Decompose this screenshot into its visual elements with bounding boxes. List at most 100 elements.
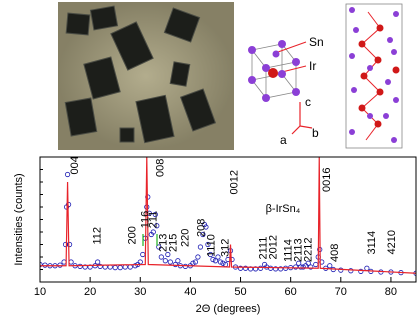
peak-label: 2113 (293, 238, 305, 262)
peak-label: 215 (167, 234, 179, 252)
data-point (237, 265, 244, 271)
data-point (364, 265, 370, 271)
data-point (165, 251, 171, 258)
data-point (319, 259, 325, 265)
data-point (207, 251, 214, 258)
data-point (167, 259, 173, 265)
calculated-line (40, 157, 416, 274)
data-point (140, 251, 146, 258)
data-point (77, 263, 83, 269)
data-point (327, 263, 333, 269)
crystal-photo (58, 2, 234, 150)
data-point (42, 262, 48, 268)
data-point (144, 204, 150, 210)
data-point (305, 260, 311, 266)
peak-label: 2111 (258, 237, 270, 260)
peak-label: 116 (139, 211, 151, 229)
compound-label: β-IrSn₄ (266, 203, 301, 215)
peak-label: 2212 (303, 238, 315, 262)
data-point (57, 262, 63, 268)
data-point (195, 254, 201, 260)
data-point (156, 244, 162, 250)
data-point (137, 259, 143, 265)
data-point (278, 266, 284, 272)
data-point (300, 264, 306, 270)
data-point (122, 264, 128, 270)
x-tick-label: 80 (385, 286, 397, 298)
data-point (40, 261, 43, 268)
x-tick-label: 50 (234, 286, 246, 298)
data-point (220, 260, 226, 266)
data-point (87, 264, 93, 270)
data-point (154, 223, 160, 229)
data-point (132, 263, 138, 269)
data-point (182, 263, 188, 269)
peak-label: 3114 (366, 231, 378, 255)
data-point (112, 265, 118, 271)
peak-label: 208 (195, 219, 207, 237)
data-point (172, 261, 178, 268)
data-point (210, 256, 216, 263)
data-point (152, 211, 158, 218)
data-point (192, 259, 199, 265)
data-point (252, 266, 259, 272)
data-point (308, 264, 314, 270)
data-point (215, 254, 221, 260)
data-point (117, 265, 123, 271)
data-point (97, 263, 103, 269)
peak-label: 0012 (229, 170, 241, 194)
data-point (200, 231, 206, 238)
peak-label: 211 (147, 211, 159, 229)
data-point (64, 171, 71, 178)
data-point (205, 241, 211, 248)
data-point (348, 268, 354, 274)
data-point (293, 264, 299, 270)
x-axis-title: 2Θ (degrees) (196, 303, 261, 315)
atom-label: Ir (309, 59, 316, 73)
data-point (66, 241, 73, 248)
structure-diagram: Sn Ir c a b (248, 3, 403, 149)
peak-label: 220 (179, 229, 191, 247)
atom-label: Sn (309, 35, 324, 49)
peak-label: 004 (69, 156, 81, 174)
data-point (197, 244, 204, 250)
data-point (257, 265, 264, 271)
data-point (338, 267, 344, 273)
x-tick-label: 10 (34, 286, 46, 298)
data-point (268, 265, 274, 271)
arrows (142, 234, 158, 246)
data-point (158, 254, 164, 260)
x-tick-label: 70 (335, 286, 347, 298)
peak-label: 008 (154, 159, 166, 177)
data-layer (40, 157, 416, 276)
axis-label: b (312, 126, 319, 140)
peak-label: 1110 (205, 234, 217, 257)
peak-label: 4210 (386, 230, 398, 254)
peak-label: 2012 (268, 235, 280, 259)
peak-label: 312 (219, 239, 231, 257)
data-point (162, 258, 168, 264)
data-point (217, 259, 224, 265)
y-axis-title: Intensities (counts) (13, 173, 25, 265)
peak-label: 408 (329, 244, 341, 262)
data-point (175, 258, 181, 264)
data-point (203, 224, 209, 230)
data-point (212, 258, 219, 264)
data-point (150, 229, 156, 235)
data-point (95, 259, 101, 265)
x-tick-label: 30 (134, 286, 146, 298)
data-point (82, 264, 88, 270)
data-point (298, 264, 304, 270)
axis-label: c (305, 95, 311, 109)
x-tick-label: 40 (184, 286, 196, 298)
xrd-plot: 10 20 30 40 50 60 70 80 2Θ (degrees) Intensities … (13, 156, 417, 315)
peak-label: 0016 (321, 168, 333, 192)
data-point (358, 268, 364, 274)
data-point (242, 265, 249, 271)
data-point (127, 264, 133, 270)
x-tick-label: 60 (285, 286, 297, 298)
axis-label: a (280, 133, 287, 147)
peak-label: 213 (157, 234, 169, 252)
peak-label: 200 (127, 226, 139, 244)
